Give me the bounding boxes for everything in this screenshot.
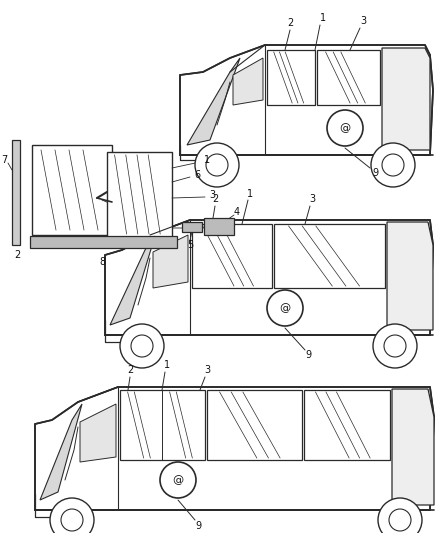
Text: 1: 1 bbox=[204, 155, 210, 165]
Polygon shape bbox=[267, 50, 315, 105]
Polygon shape bbox=[274, 224, 385, 288]
Text: 7: 7 bbox=[1, 155, 7, 165]
Circle shape bbox=[120, 324, 164, 368]
Text: 2: 2 bbox=[127, 365, 133, 375]
Polygon shape bbox=[317, 50, 380, 105]
Circle shape bbox=[131, 335, 153, 357]
Circle shape bbox=[389, 509, 411, 531]
Polygon shape bbox=[35, 387, 434, 510]
Text: 9: 9 bbox=[372, 168, 378, 178]
Polygon shape bbox=[153, 235, 188, 288]
Polygon shape bbox=[392, 389, 434, 505]
Text: 1: 1 bbox=[247, 189, 253, 199]
Polygon shape bbox=[12, 140, 20, 245]
Text: @: @ bbox=[173, 475, 184, 485]
Text: 3: 3 bbox=[209, 190, 215, 200]
Polygon shape bbox=[182, 222, 202, 232]
Text: 1: 1 bbox=[164, 360, 170, 370]
Polygon shape bbox=[192, 224, 272, 288]
Circle shape bbox=[327, 110, 363, 146]
Text: 4: 4 bbox=[234, 207, 240, 217]
Circle shape bbox=[378, 498, 422, 533]
Polygon shape bbox=[180, 45, 433, 155]
Text: 9: 9 bbox=[305, 350, 311, 360]
Text: 5: 5 bbox=[187, 240, 193, 250]
Text: 3: 3 bbox=[360, 16, 366, 26]
Circle shape bbox=[50, 498, 94, 533]
Text: 2: 2 bbox=[287, 18, 293, 28]
Polygon shape bbox=[204, 218, 234, 235]
Polygon shape bbox=[207, 390, 302, 460]
Circle shape bbox=[61, 509, 83, 531]
Text: 3: 3 bbox=[309, 194, 315, 204]
Circle shape bbox=[382, 154, 404, 176]
Polygon shape bbox=[30, 236, 177, 248]
Text: 3: 3 bbox=[204, 365, 210, 375]
Polygon shape bbox=[120, 390, 205, 460]
Polygon shape bbox=[80, 404, 116, 462]
Circle shape bbox=[267, 290, 303, 326]
Polygon shape bbox=[32, 145, 112, 235]
Circle shape bbox=[373, 324, 417, 368]
Text: 2: 2 bbox=[14, 250, 20, 260]
Circle shape bbox=[384, 335, 406, 357]
Text: 9: 9 bbox=[195, 521, 201, 531]
Text: 2: 2 bbox=[212, 194, 218, 204]
Text: @: @ bbox=[339, 123, 350, 133]
Polygon shape bbox=[107, 152, 172, 238]
Polygon shape bbox=[382, 48, 430, 150]
Circle shape bbox=[371, 143, 415, 187]
Text: 6: 6 bbox=[194, 170, 200, 180]
Text: 1: 1 bbox=[320, 13, 326, 23]
Circle shape bbox=[160, 462, 196, 498]
Circle shape bbox=[206, 154, 228, 176]
Text: @: @ bbox=[279, 303, 290, 313]
Polygon shape bbox=[187, 58, 240, 145]
Circle shape bbox=[195, 143, 239, 187]
Polygon shape bbox=[110, 236, 155, 325]
Polygon shape bbox=[105, 220, 433, 335]
Polygon shape bbox=[304, 390, 390, 460]
Polygon shape bbox=[387, 222, 433, 330]
Polygon shape bbox=[40, 404, 82, 500]
Polygon shape bbox=[233, 58, 263, 105]
Text: 8: 8 bbox=[99, 257, 105, 267]
